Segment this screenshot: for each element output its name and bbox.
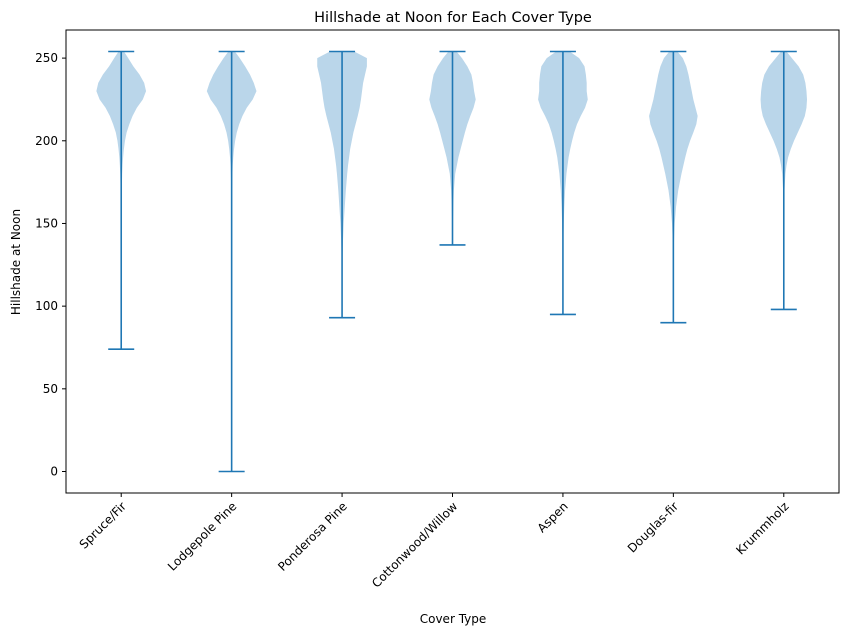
y-tick-label: 150 [35, 216, 58, 230]
y-tick-label: 200 [35, 134, 58, 148]
y-tick-label: 50 [43, 382, 58, 396]
x-tick-label: Krummholz [733, 499, 791, 557]
violin-layer [96, 51, 808, 472]
x-tick-label: Aspen [535, 499, 571, 535]
y-tick-label: 0 [50, 465, 58, 479]
x-axis: Spruce/Fir Lodgepole Pine Ponderosa Pine Co… [77, 493, 792, 590]
y-tick-label: 100 [35, 299, 58, 313]
extrema-lines-layer [108, 50, 797, 473]
x-tick-label: Lodgepole Pine [165, 499, 239, 573]
x-tick-label: Spruce/Fir [77, 499, 129, 551]
x-axis-label: Cover Type [420, 612, 487, 626]
y-tick-label: 250 [35, 51, 58, 65]
y-axis: 0 50 100 150 200 250 [35, 51, 66, 479]
x-tick-label: Cottonwood/Willow [369, 499, 460, 590]
chart-title: Hillshade at Noon for Each Cover Type [314, 10, 592, 26]
x-tick-label: Douglas-fir [625, 499, 681, 555]
y-axis-label: Hillshade at Noon [9, 209, 23, 315]
x-tick-label: Ponderosa Pine [275, 499, 350, 574]
